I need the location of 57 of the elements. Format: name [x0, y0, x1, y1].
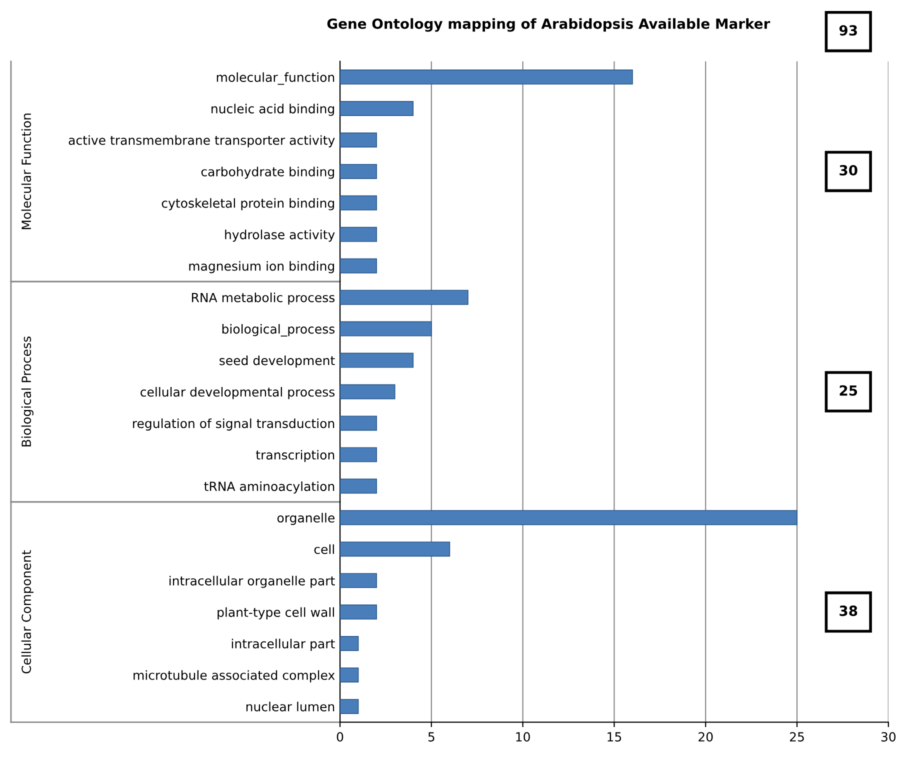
y-tick-label: active transmembrane transporter activity	[68, 135, 335, 148]
bar	[340, 478, 377, 494]
y-tick-label: cellular developmental process	[140, 387, 335, 400]
y-tick-label: transcription	[256, 450, 334, 462]
bar	[340, 164, 377, 179]
bar	[340, 667, 359, 682]
bar	[340, 226, 377, 242]
bar	[340, 290, 468, 305]
y-tick-label: regulation of signal transduction	[133, 418, 334, 431]
bar	[340, 258, 377, 274]
y-tick-label: seed development	[220, 356, 335, 368]
y-tick-label: intracellular organelle part	[170, 576, 335, 588]
y-tick-label: hydrolase activity	[225, 230, 335, 242]
y-tick-label: cell	[314, 544, 334, 554]
y-tick-label: intracellular part	[232, 638, 335, 651]
y-tick-label: biological_process	[222, 324, 335, 337]
y-tick-label: RNA metabolic process	[192, 292, 335, 305]
bar	[340, 101, 414, 116]
bar	[340, 510, 798, 526]
x-tick-label: 10	[516, 732, 530, 742]
x-tick-label: 25	[790, 732, 804, 742]
bar	[340, 70, 633, 85]
annotation: 25	[840, 385, 858, 396]
x-tick-label: 5	[428, 732, 434, 742]
bar	[340, 195, 377, 210]
y-tick-label: plant-type cell wall	[218, 607, 334, 620]
y-tick-label: cytoskeletal protein binding	[162, 198, 334, 210]
bar	[340, 636, 359, 652]
y-tick-label: organelle	[277, 512, 334, 525]
y-tick-label: molecular_function	[216, 72, 334, 85]
bar	[340, 542, 450, 557]
bar	[340, 447, 377, 462]
text: 93	[839, 25, 857, 36]
chart-title: Gene Ontology mapping of Arabidopsis Available Marker	[327, 18, 770, 32]
bar	[340, 698, 359, 714]
annotation: 30	[840, 164, 858, 176]
x-tick-label: 20	[698, 732, 713, 742]
y-tick-label: magnesium ion binding	[189, 261, 334, 274]
y-tick-label: carbohydrate binding	[201, 166, 334, 179]
bar	[340, 384, 396, 400]
y-tick-label: nuclear lumen	[246, 702, 334, 712]
text: Cellular Component	[21, 550, 34, 674]
bar	[340, 321, 432, 336]
bar	[340, 416, 377, 431]
bar	[340, 132, 377, 148]
text: Biological Process	[21, 336, 34, 446]
x-tick-label: 15	[608, 732, 622, 742]
bar	[340, 573, 377, 588]
y-tick-label: microtubule associated complex	[134, 670, 335, 682]
text: Molecular Function	[21, 114, 32, 230]
y-tick-label: tRNA aminoacylation	[204, 481, 334, 494]
annotation: 38	[840, 606, 858, 616]
y-tick-label: nucleic acid binding	[212, 104, 334, 116]
bar	[340, 604, 377, 620]
x-tick-label: 0	[336, 732, 344, 742]
bar	[340, 352, 414, 368]
x-tick-label: 30	[881, 732, 896, 742]
